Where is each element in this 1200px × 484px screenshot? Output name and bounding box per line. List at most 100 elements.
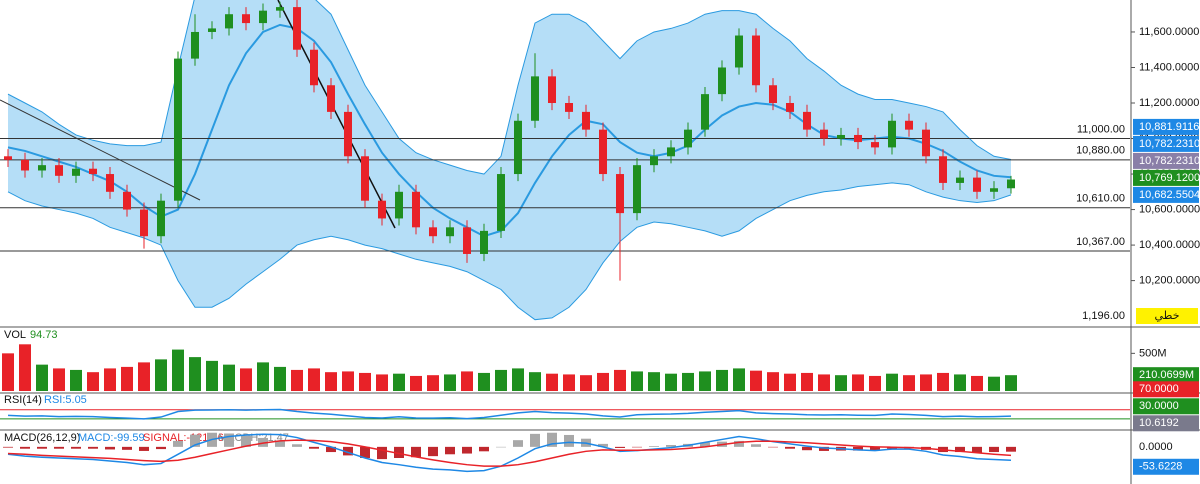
volume-bar (954, 374, 966, 391)
price-badge-label: 10,881.9116 (1139, 121, 1199, 133)
macd-hist (190, 434, 200, 447)
candle-body (497, 174, 505, 231)
volume-bar (121, 366, 133, 391)
candle-body (89, 168, 97, 175)
macd-hist (479, 446, 489, 452)
style-badge[interactable] (1136, 308, 1198, 324)
macd-hist (445, 446, 455, 455)
candle-body (650, 156, 658, 166)
price-badge (1133, 438, 1199, 455)
volume-bar (631, 371, 643, 391)
volume-bar (257, 362, 269, 391)
candle-body (531, 76, 539, 121)
candle-body (480, 230, 488, 254)
candle-body (633, 165, 641, 214)
signal-value: SIGNAL:-121.06 (143, 432, 224, 444)
macd-hist (870, 446, 880, 451)
price-badge-label: 0.0000 (1139, 441, 1173, 453)
price-badge-label: 10,782.2310 (1139, 155, 1200, 167)
price-badge (1133, 458, 1199, 475)
rsi-title: RSI(14) (4, 394, 42, 406)
volume-bar (869, 375, 881, 391)
volume-bar (512, 368, 524, 391)
candle-body (378, 200, 386, 219)
candle-body (582, 111, 590, 130)
candle-body (1007, 179, 1015, 189)
volume-bar (937, 372, 949, 391)
volume-bar (665, 373, 677, 391)
macd-hist (394, 446, 404, 458)
volume-bar (546, 373, 558, 391)
price-badge (1133, 367, 1199, 384)
macd-hist (768, 446, 778, 448)
macd-hist (3, 446, 13, 448)
price-badge (1133, 415, 1199, 432)
style-badge-label: خطي (1155, 310, 1180, 322)
candle-body (72, 168, 80, 176)
macd-hist (275, 440, 285, 447)
price-badge-label: 10,682.5504 (1139, 189, 1200, 201)
candle-body (395, 191, 403, 219)
macd-hist (496, 446, 506, 448)
macd-hist (547, 432, 557, 447)
volume-bar (767, 372, 779, 391)
volume-bar (495, 369, 507, 391)
volume-bar (138, 362, 150, 391)
candle-body (803, 111, 811, 130)
candle-body (701, 94, 709, 130)
macd-hist (88, 446, 98, 449)
volume-bar (223, 364, 235, 391)
macd-hist (360, 446, 370, 458)
price-badge-label: 10,769.1200 (1139, 172, 1200, 184)
y-tick-label: 10,600.0000 (1139, 203, 1200, 215)
macd-line (7, 433, 1012, 473)
volume-bar (393, 373, 405, 391)
rsi-value: RSI:5.05 (44, 394, 87, 406)
level-label: 10,367.00 (1076, 236, 1125, 248)
volume-bar (988, 376, 1000, 391)
price-badge (1133, 118, 1199, 135)
candle-body (939, 156, 947, 183)
y-tick-label: 11,600.0000 (1139, 26, 1199, 38)
volume-bar (733, 368, 745, 391)
price-badge (1133, 152, 1199, 169)
volume-bar (1005, 375, 1017, 391)
volume-bar (376, 374, 388, 391)
volume-bar (835, 375, 847, 391)
macd-hist (292, 444, 302, 447)
volume-bar (87, 372, 99, 391)
price-badge (1133, 135, 1199, 152)
volume-bar (206, 360, 218, 391)
macd-hist (20, 446, 30, 449)
macd-hist (700, 442, 710, 447)
volume-bar (818, 374, 830, 391)
candle-body (922, 129, 930, 157)
macd-hist (173, 440, 183, 447)
macd-hist (802, 446, 812, 451)
volume-bar (427, 375, 439, 391)
price-badge (1133, 381, 1199, 398)
level-label: 11,000.00 (1077, 123, 1125, 135)
y-tick-label: 11,400.0000 (1139, 61, 1199, 73)
price-badge-label: 10,782.2310 (1139, 138, 1200, 150)
candle-body (616, 174, 624, 214)
macd-hist (224, 433, 234, 447)
macd-hist (462, 446, 472, 454)
candle-body (259, 10, 267, 24)
macd-hist (122, 446, 132, 450)
volume-bar (903, 375, 915, 391)
volume-bar (478, 372, 490, 391)
candle-body (4, 156, 12, 160)
volume-bar (750, 370, 762, 391)
macd-hist (71, 446, 81, 449)
candle-body (735, 35, 743, 68)
volume-bar (971, 375, 983, 391)
macd-hist (853, 446, 863, 451)
macd-hist (972, 446, 982, 453)
candle-body (973, 177, 981, 192)
macd-hist (343, 446, 353, 456)
volume-bar (291, 369, 303, 391)
candle-body (361, 156, 369, 201)
